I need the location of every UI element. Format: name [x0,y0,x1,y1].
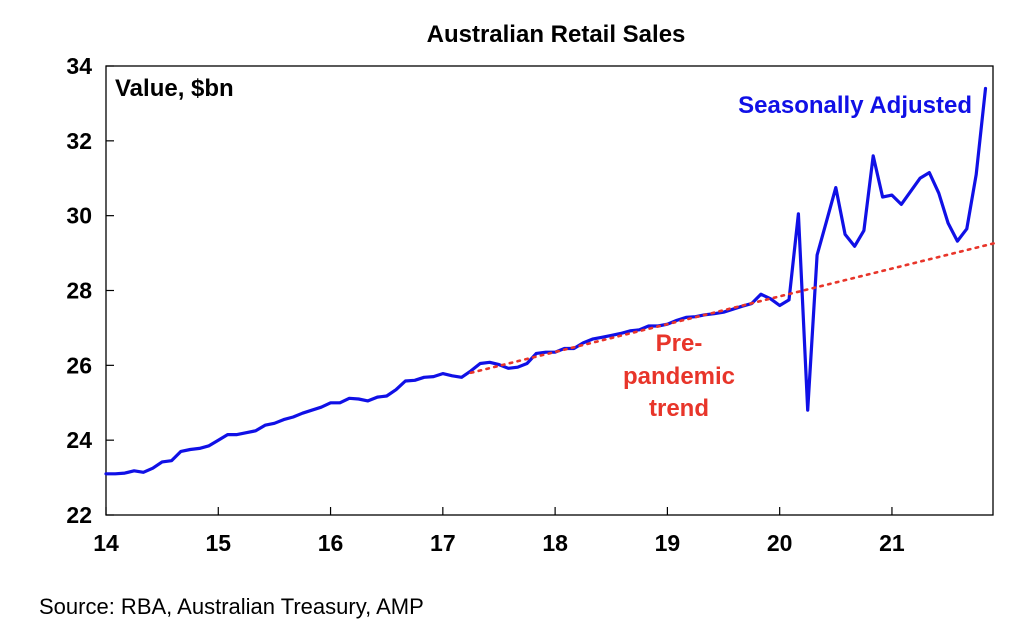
source-note: Source: RBA, Australian Treasury, AMP [39,594,424,619]
series-label-pre-pandemic-trend: Pre- [656,330,703,357]
plot-area [105,65,994,516]
x-axis: 14 15 16 17 18 19 20 21 [93,507,905,556]
series-label-pre-pandemic-trend: trend [649,395,709,422]
y-tick-label: 30 [66,203,92,229]
x-tick-label: 14 [93,530,119,556]
series-line-pre-pandemic-trend [469,241,997,375]
y-tick-label: 22 [66,502,92,528]
x-tick-label: 17 [430,530,456,556]
y-tick-label: 34 [66,53,92,79]
chart-title: Australian Retail Sales [427,21,686,48]
y-tick-label: 26 [66,352,92,378]
y-tick-label: 28 [66,278,92,304]
x-tick-label: 19 [655,530,681,556]
x-tick-label: 18 [542,530,568,556]
plot-frame [105,65,994,516]
y-axis: 22 24 26 28 30 32 34 [66,53,114,528]
x-tick-label: 20 [767,530,793,556]
series-lines [104,86,997,476]
y-tick-label: 32 [66,128,92,154]
series-line-seasonally-adjusted [104,86,988,476]
y-tick-label: 24 [66,427,92,453]
series-label-seasonally-adjusted: Seasonally Adjusted [738,92,972,119]
y-axis-unit-label: Value, $bn [115,75,234,102]
x-tick-label: 15 [205,530,231,556]
x-tick-label: 16 [318,530,344,556]
series-label-pre-pandemic-trend: pandemic [623,363,735,390]
x-tick-label: 21 [879,530,905,556]
series-labels: Seasonally Adjusted Pre-pandemic trend [623,92,972,422]
